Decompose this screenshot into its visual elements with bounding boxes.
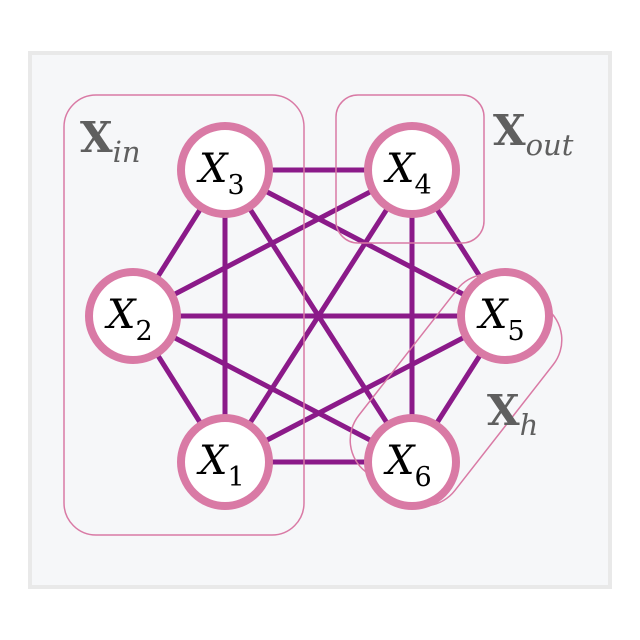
node-label-x5: X5 (476, 292, 525, 347)
node-circle-x3 (177, 122, 273, 218)
node-label-x6: X6 (383, 438, 432, 493)
node-x3: X3 (177, 122, 273, 218)
group-label-input-sub: in (113, 135, 141, 169)
node-label-x3: X3 (196, 146, 245, 201)
edge-x3-x6 (222, 168, 415, 464)
node-circle-x4 (364, 122, 460, 218)
node-label-base-x5: X (476, 292, 509, 338)
node-label-sub-x2: 2 (135, 316, 152, 347)
node-label-base-x1: X (196, 438, 229, 484)
node-x6: X6 (364, 414, 460, 510)
node-x4: X4 (364, 122, 460, 218)
node-circle-x5 (457, 268, 553, 364)
node-label-x1: X1 (196, 438, 245, 493)
edge-x2-x6 (131, 313, 414, 465)
node-label-base-x6: X (383, 438, 416, 484)
node-x2: X2 (85, 268, 181, 364)
group-label-input: Xin (80, 113, 141, 169)
node-label-x2: X2 (104, 292, 153, 347)
group-input-outline (63, 94, 305, 536)
group-label-input-main: X (80, 113, 113, 162)
node-x5: X5 (457, 268, 553, 364)
node-label-base-x3: X (196, 146, 229, 192)
group-label-output-sub: out (526, 128, 574, 162)
node-label-x4: X4 (383, 146, 432, 201)
node-label-base-x4: X (383, 146, 416, 192)
group-label-output: Xout (493, 106, 574, 162)
node-circle-x2 (85, 268, 181, 364)
node-label-base-x2: X (104, 292, 137, 338)
node-label-sub-x5: 5 (507, 316, 524, 347)
node-label-sub-x3: 3 (227, 170, 244, 201)
group-label-hidden-sub: h (520, 408, 539, 442)
node-x1: X1 (177, 414, 273, 510)
node-label-sub-x1: 1 (227, 462, 244, 493)
node-circle-x1 (177, 414, 273, 510)
group-output-outline (335, 94, 485, 244)
group-label-hidden-main: X (487, 386, 520, 435)
node-circle-x6 (364, 414, 460, 510)
group-label-output-main: X (493, 106, 526, 155)
node-label-sub-x6: 6 (414, 462, 431, 493)
node-label-sub-x4: 4 (414, 170, 431, 201)
group-label-hidden: Xh (487, 386, 538, 442)
